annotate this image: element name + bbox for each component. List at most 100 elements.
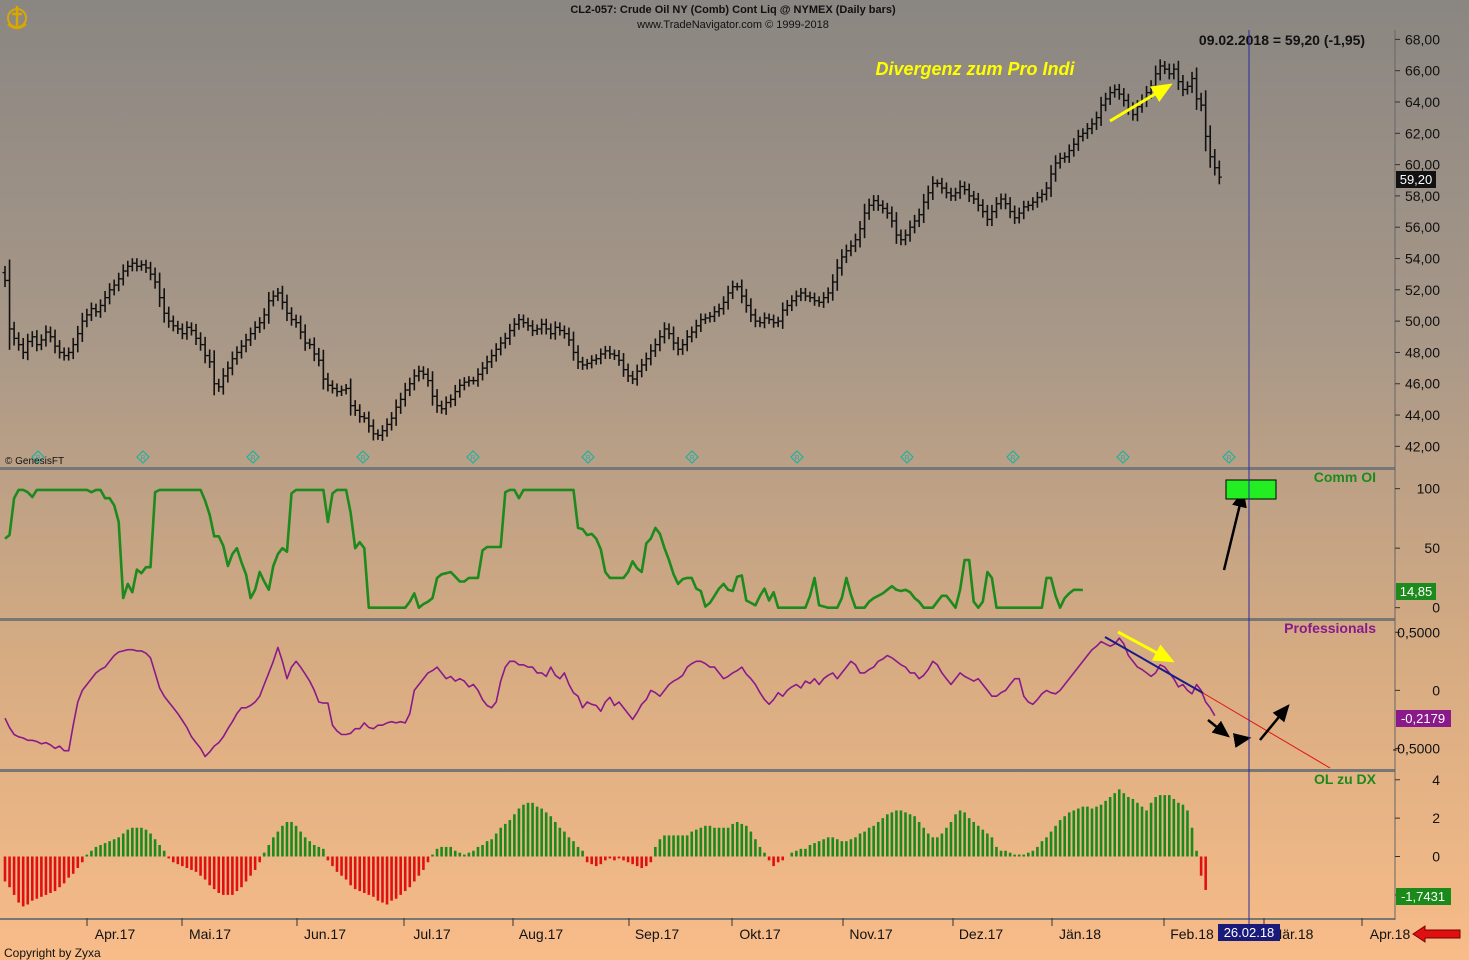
event-diamond-icon[interactable] bbox=[900, 450, 914, 464]
event-diamond-icon[interactable] bbox=[581, 450, 595, 464]
separator-comm-pro[interactable] bbox=[0, 618, 1395, 621]
time-tick-label: Jul.17 bbox=[413, 926, 451, 942]
time-tick-label: Mär.18 bbox=[1271, 926, 1314, 942]
professionals-line bbox=[4, 637, 1216, 758]
comm-target-box bbox=[1225, 479, 1277, 500]
time-tick-label: Feb.18 bbox=[1170, 926, 1214, 942]
pro-down-arrow bbox=[1207, 719, 1230, 738]
pro-divergence-arrow bbox=[1117, 630, 1175, 663]
event-diamond-icon[interactable] bbox=[790, 450, 804, 464]
comm-tick-label: 100 bbox=[1417, 481, 1441, 497]
event-diamond-mark: R bbox=[250, 455, 255, 462]
pro-tick-label: 0 bbox=[1432, 682, 1440, 698]
comm-oi-title: Comm OI bbox=[1314, 469, 1376, 485]
event-diamond-mark: R bbox=[1010, 455, 1015, 462]
scroll-left-arrow-icon[interactable] bbox=[1412, 925, 1461, 943]
event-diamond-icon[interactable] bbox=[1222, 450, 1236, 464]
time-tick-label: Apr.18 bbox=[1370, 926, 1411, 942]
time-tick-label: Dez.17 bbox=[959, 926, 1004, 942]
price-bars bbox=[2, 59, 1222, 441]
comm-oi-axis: 100 50 0 bbox=[1395, 481, 1440, 616]
price-tick-label: 48,00 bbox=[1405, 344, 1440, 360]
time-tick-label: Aug.17 bbox=[519, 926, 564, 942]
price-tick-label: 42,00 bbox=[1405, 438, 1440, 454]
time-axis: Apr.17 Mai.17 Jun.17 Jul.17 Aug.17 Sep.17 Okt.… bbox=[86, 918, 1411, 942]
pro-trendline bbox=[1104, 636, 1204, 694]
comm-last-value: 14,85 bbox=[1400, 584, 1433, 599]
pro-last-value-box bbox=[1396, 710, 1451, 727]
copyright: Copyright by Zyxa bbox=[4, 946, 101, 960]
price-divergence-arrow bbox=[1109, 83, 1173, 123]
comm-up-arrow bbox=[1222, 489, 1247, 571]
price-tick-label: 44,00 bbox=[1405, 407, 1440, 423]
price-tick-label: 52,00 bbox=[1405, 282, 1440, 298]
time-tick-label: Nov.17 bbox=[849, 926, 893, 942]
comm-last-value-box bbox=[1396, 583, 1436, 600]
ol-dx-title: OL zu DX bbox=[1314, 771, 1377, 787]
price-axis: 68,00 66,00 64,00 62,00 60,00 58,00 56,00 54,00… bbox=[1395, 31, 1440, 454]
last-value-labels: 59,20 14,85 -0,2179 -1,7431 bbox=[1396, 171, 1451, 905]
panel-separators bbox=[0, 467, 1395, 920]
time-tick-label: Jun.17 bbox=[304, 926, 346, 942]
professionals-axis: 0,5000 0 -0,5000 bbox=[1393, 624, 1441, 756]
event-diamond-mark: R bbox=[360, 455, 365, 462]
cursor-date-box bbox=[1218, 924, 1280, 941]
cursor-date: 26.02.18 bbox=[1224, 925, 1275, 940]
ol-tick-label: 2 bbox=[1432, 810, 1440, 826]
event-diamond-mark: R bbox=[470, 455, 475, 462]
price-tick-label: 64,00 bbox=[1405, 94, 1440, 110]
event-diamond-icon[interactable] bbox=[246, 450, 260, 464]
ol-last-value-box bbox=[1396, 888, 1451, 905]
tradenavigator-logo-icon[interactable] bbox=[7, 6, 27, 30]
annotations: Divergenz zum Pro Indi bbox=[875, 59, 1331, 769]
ol-dx-histogram bbox=[3, 789, 1207, 907]
event-diamond-mark: R bbox=[585, 455, 590, 462]
ol-tick-label: 4 bbox=[1432, 772, 1440, 788]
price-last-value-box bbox=[1396, 171, 1436, 188]
separator-bottom bbox=[0, 918, 1395, 920]
separator-price-comm[interactable] bbox=[0, 467, 1395, 470]
professionals-series bbox=[4, 637, 1216, 758]
event-diamond-icon[interactable] bbox=[356, 450, 370, 464]
comm-tick-label: 50 bbox=[1424, 540, 1440, 556]
pro-tick-label: -0,5000 bbox=[1393, 740, 1441, 756]
chart-header: CL2-057: Crude Oil NY (Comb) Cont Liq @ … bbox=[570, 4, 1365, 48]
watermark: © GenesisFT bbox=[5, 456, 64, 467]
event-diamond-icon[interactable] bbox=[136, 450, 150, 464]
event-diamond-mark: R bbox=[794, 455, 799, 462]
professionals-title: Professionals bbox=[1284, 620, 1376, 636]
pro-tick-label: 0,5000 bbox=[1397, 624, 1440, 640]
pro-last-value: -0,2179 bbox=[1401, 711, 1445, 726]
ol-tick-label: 0 bbox=[1432, 849, 1440, 865]
event-diamond-icon[interactable] bbox=[466, 450, 480, 464]
time-tick-label: Apr.17 bbox=[95, 926, 136, 942]
event-diamond-icon[interactable] bbox=[685, 450, 699, 464]
event-diamond-mark: R bbox=[689, 455, 694, 462]
comm-oi-line bbox=[4, 488, 1083, 610]
time-tick-label: Okt.17 bbox=[739, 926, 780, 942]
time-tick-label: Mai.17 bbox=[189, 926, 231, 942]
pro-up-arrow bbox=[1259, 704, 1290, 741]
event-diamond-mark: R bbox=[35, 455, 40, 462]
price-last-value: 59,20 bbox=[1400, 172, 1433, 187]
event-diamond-mark: R bbox=[1120, 455, 1125, 462]
price-tick-label: 62,00 bbox=[1405, 125, 1440, 141]
price-tick-label: 60,00 bbox=[1405, 157, 1440, 173]
event-diamond-icon[interactable] bbox=[1116, 450, 1130, 464]
event-diamond-icon[interactable] bbox=[1006, 450, 1020, 464]
separator-pro-ol[interactable] bbox=[0, 769, 1395, 772]
comm-tick-label: 0 bbox=[1432, 600, 1440, 616]
price-tick-label: 66,00 bbox=[1405, 63, 1440, 79]
ol-last-value: -1,7431 bbox=[1401, 889, 1445, 904]
event-diamond-icon[interactable] bbox=[31, 450, 45, 464]
time-tick-label: Jän.18 bbox=[1059, 926, 1101, 942]
price-tick-label: 54,00 bbox=[1405, 251, 1440, 267]
divergence-annotation: Divergenz zum Pro Indi bbox=[875, 59, 1075, 79]
chart-title: CL2-057: Crude Oil NY (Comb) Cont Liq @ … bbox=[570, 4, 896, 16]
price-tick-label: 56,00 bbox=[1405, 219, 1440, 235]
event-diamond-mark: R bbox=[1226, 455, 1231, 462]
price-tick-label: 68,00 bbox=[1405, 31, 1440, 47]
